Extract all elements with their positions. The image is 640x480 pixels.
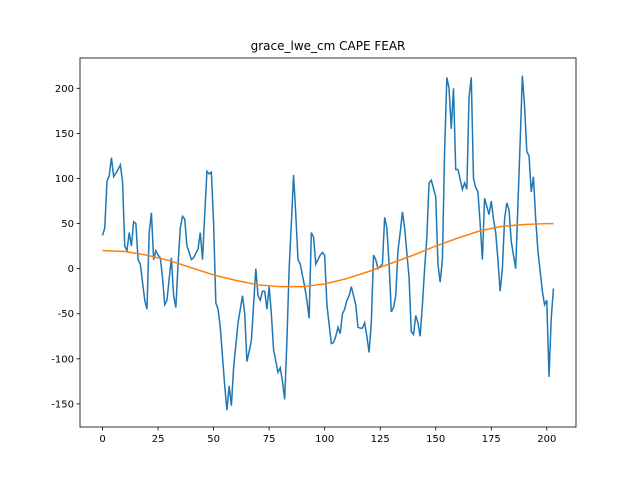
y-tick-label: -150 <box>51 399 74 410</box>
y-tick-label: 200 <box>55 84 74 95</box>
x-tick-label: 150 <box>426 434 445 445</box>
line-series <box>101 75 555 411</box>
x-tick-label: 0 <box>99 434 105 445</box>
axes-frame <box>79 57 577 428</box>
y-tick-label: 100 <box>55 174 74 185</box>
x-tick-label: 25 <box>152 434 165 445</box>
line-series <box>102 222 554 288</box>
y-tick-label: -50 <box>58 309 74 320</box>
x-tick-label: 175 <box>482 434 501 445</box>
x-tick-label: 200 <box>537 434 556 445</box>
y-tick-label: 50 <box>61 219 74 230</box>
chart-title: grace_lwe_cm CAPE FEAR <box>251 39 406 53</box>
y-tick-label: -100 <box>51 354 74 365</box>
y-tick-label: 150 <box>55 129 74 140</box>
y-tick-label: 0 <box>68 264 74 275</box>
x-tick-label: 125 <box>371 434 390 445</box>
x-tick-label: 75 <box>263 434 276 445</box>
x-tick-label: 50 <box>207 434 220 445</box>
x-tick-label: 100 <box>315 434 334 445</box>
